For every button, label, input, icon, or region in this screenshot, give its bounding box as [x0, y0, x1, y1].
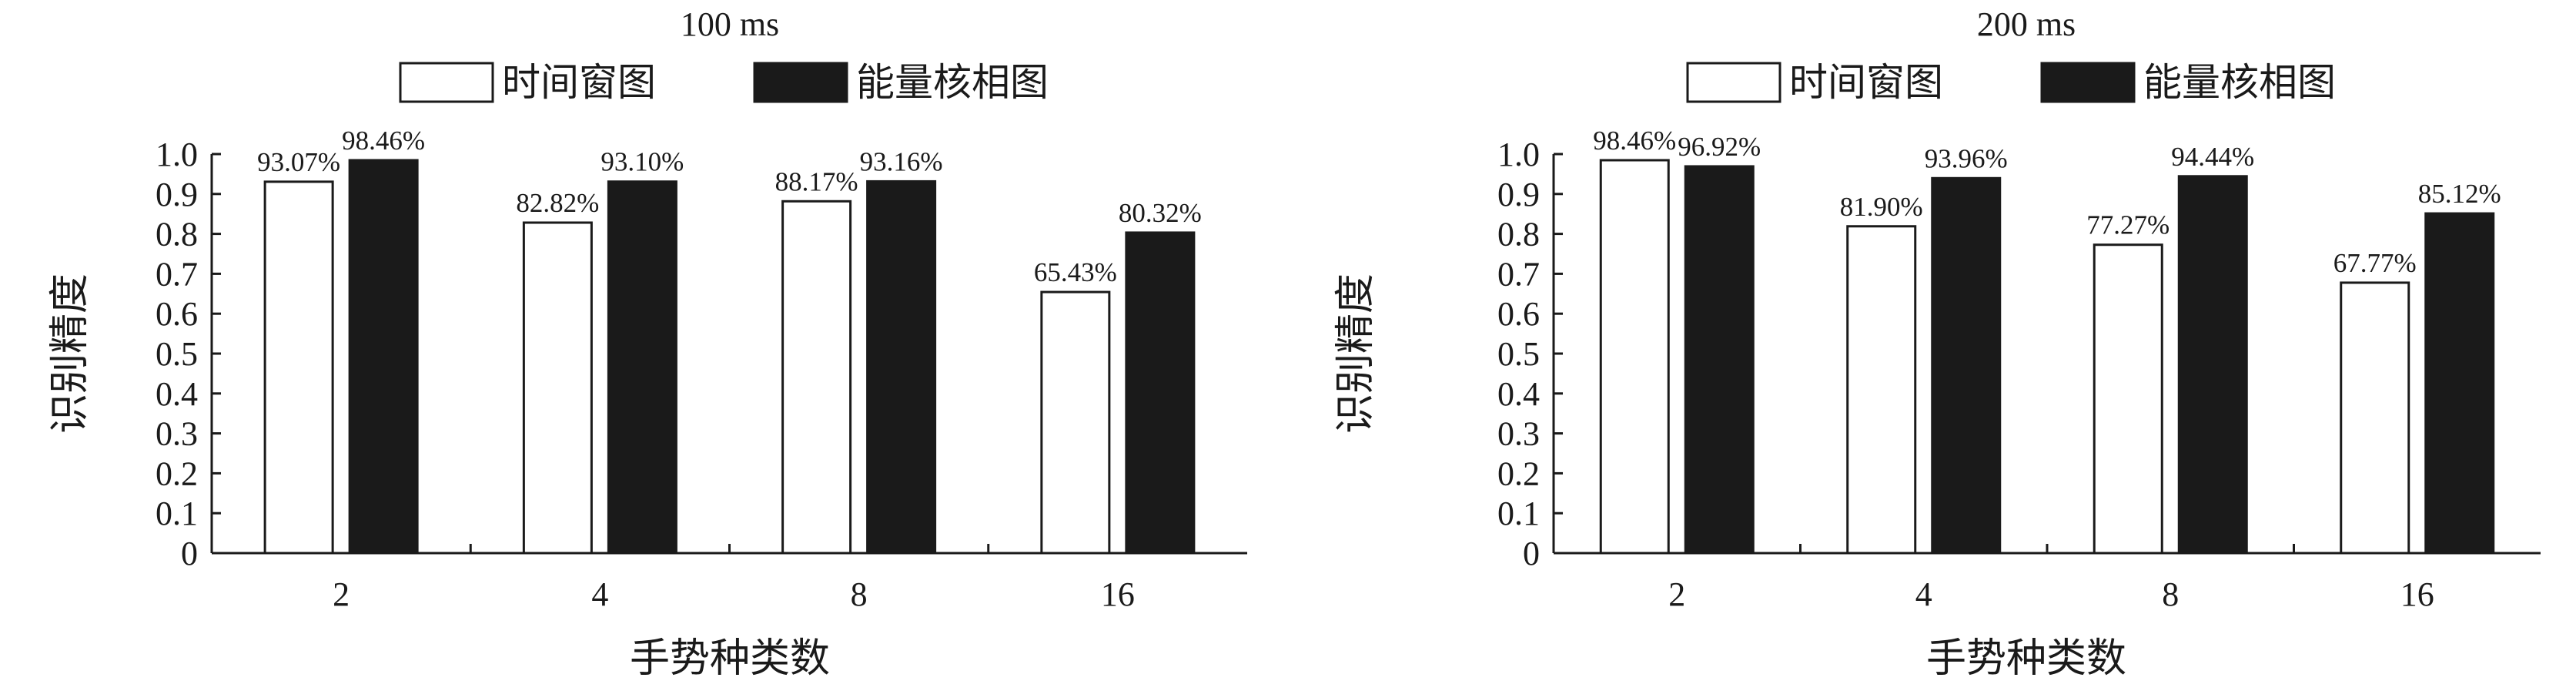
chart2-data-label-1-2: 98.46% [1593, 126, 1676, 156]
chart1-bar-1-16 [1040, 290, 1111, 555]
chart1-bar-2-16 [1125, 231, 1196, 555]
chart1-bar-2-8 [866, 179, 937, 555]
chart2-data-label-2-16: 85.12% [2418, 179, 2501, 209]
chart1-y-tick-label: 0.2 [156, 455, 198, 492]
chart1-y-tick-label: 0.5 [156, 335, 198, 373]
chart1-bar-2-2 [348, 159, 419, 555]
chart1-data-label-2-4: 93.10% [601, 147, 684, 177]
chart2-y-axis-label: 识别精度 [1334, 273, 1378, 434]
chart2-y-tick-label: 0.4 [1497, 375, 1540, 413]
chart1-x-tick-label: 2 [333, 575, 350, 613]
chart2-y-tick-label: 0.2 [1497, 455, 1540, 492]
chart1-data-label-2-16: 80.32% [1119, 198, 1202, 228]
chart1-legend-label-1: 时间窗图 [502, 61, 656, 104]
chart1-y-tick-label: 1.0 [156, 136, 198, 173]
chart2-data-label-1-8: 77.27% [2086, 210, 2170, 240]
chart2-legend-label-1: 时间窗图 [1789, 61, 1943, 104]
chart1-y-tick-label: 0.1 [156, 495, 198, 532]
chart2-x-tick-label: 2 [1668, 575, 1685, 613]
chart1-y-tick-label: 0.8 [156, 216, 198, 253]
chart1-y-tick-label: 0.3 [156, 415, 198, 453]
chart2-bar-2-4 [1931, 176, 2002, 555]
chart2-y-tick-label: 0.6 [1497, 295, 1540, 333]
chart2-bar-1-16 [2340, 281, 2410, 555]
chart2-x-axis-label: 手势种类数 [1926, 637, 2126, 681]
chart2-data-label-2-4: 93.96% [1925, 143, 2008, 173]
chart2-bar-1-8 [2093, 243, 2163, 555]
chart2-legend-swatch-2 [2040, 62, 2136, 103]
chart2-legend-label-2: 能量核相图 [2143, 61, 2336, 104]
chart1-bar-1-8 [781, 200, 852, 555]
chart1-bar-1-2 [263, 180, 334, 555]
chart1-x-tick-label: 4 [591, 575, 608, 613]
chart2-y-tick-label: 0.5 [1497, 335, 1540, 373]
chart2-title: 200 ms [1977, 5, 2076, 43]
chart1-data-label-1-4: 82.82% [516, 188, 599, 218]
chart1-y-tick-label: 0.6 [156, 295, 198, 333]
chart2-y-tick-label: 0.3 [1497, 415, 1540, 453]
chart1-data-label-1-2: 93.07% [257, 147, 340, 177]
chart1-title: 100 ms [681, 5, 779, 43]
chart2-data-label-1-16: 67.77% [2333, 248, 2417, 278]
chart1-x-tick-label: 16 [1101, 575, 1135, 613]
chart1-y-tick-label: 0.4 [156, 375, 198, 413]
chart2-y-tick-label: 0.1 [1497, 495, 1540, 532]
chart2-bar-2-16 [2424, 212, 2495, 555]
chart1-data-label-2-2: 98.46% [342, 126, 425, 156]
chart1-y-axis-label: 识别精度 [49, 273, 92, 434]
chart1-x-axis-label: 手势种类数 [630, 637, 830, 681]
chart1-x-tick-label: 8 [851, 575, 868, 613]
chart2-legend-swatch-1 [1686, 62, 1781, 103]
chart2-x-tick-label: 16 [2400, 575, 2434, 613]
chart1-bar-1-4 [522, 221, 593, 555]
chart2-bar-1-2 [1599, 159, 1670, 555]
chart2-y-tick-label: 0.7 [1497, 255, 1540, 293]
chart2-bar-2-8 [2177, 175, 2248, 555]
chart1-y-tick-label: 0 [181, 535, 198, 572]
chart1-data-label-1-8: 88.17% [775, 166, 858, 196]
chart1-legend-label-2: 能量核相图 [856, 61, 1049, 104]
chart1-y-tick-label: 0.9 [156, 176, 198, 213]
chart2-data-label-1-4: 81.90% [1840, 192, 1923, 222]
chart2-y-tick-label: 0.9 [1497, 176, 1540, 213]
chart1-y-tick-label: 0.7 [156, 255, 198, 293]
chart1-legend-swatch-1 [399, 62, 494, 103]
chart1-bar-2-4 [607, 180, 677, 555]
chart2-bar-1-4 [1846, 225, 1917, 555]
chart1-data-label-1-16: 65.43% [1034, 257, 1117, 287]
chart2-bar-2-2 [1684, 165, 1755, 555]
chart2-x-tick-label: 8 [2162, 575, 2179, 613]
chart2-x-tick-label: 4 [1915, 575, 1932, 613]
chart1-legend-swatch-2 [753, 62, 848, 103]
chart2-y-tick-label: 0.8 [1497, 216, 1540, 253]
chart2-y-tick-label: 1.0 [1497, 136, 1540, 173]
chart2-data-label-2-2: 96.92% [1678, 132, 1761, 162]
chart2-y-tick-label: 0 [1523, 535, 1540, 572]
chart1-data-label-2-8: 93.16% [860, 146, 943, 176]
chart2-data-label-2-8: 94.44% [2171, 142, 2254, 172]
